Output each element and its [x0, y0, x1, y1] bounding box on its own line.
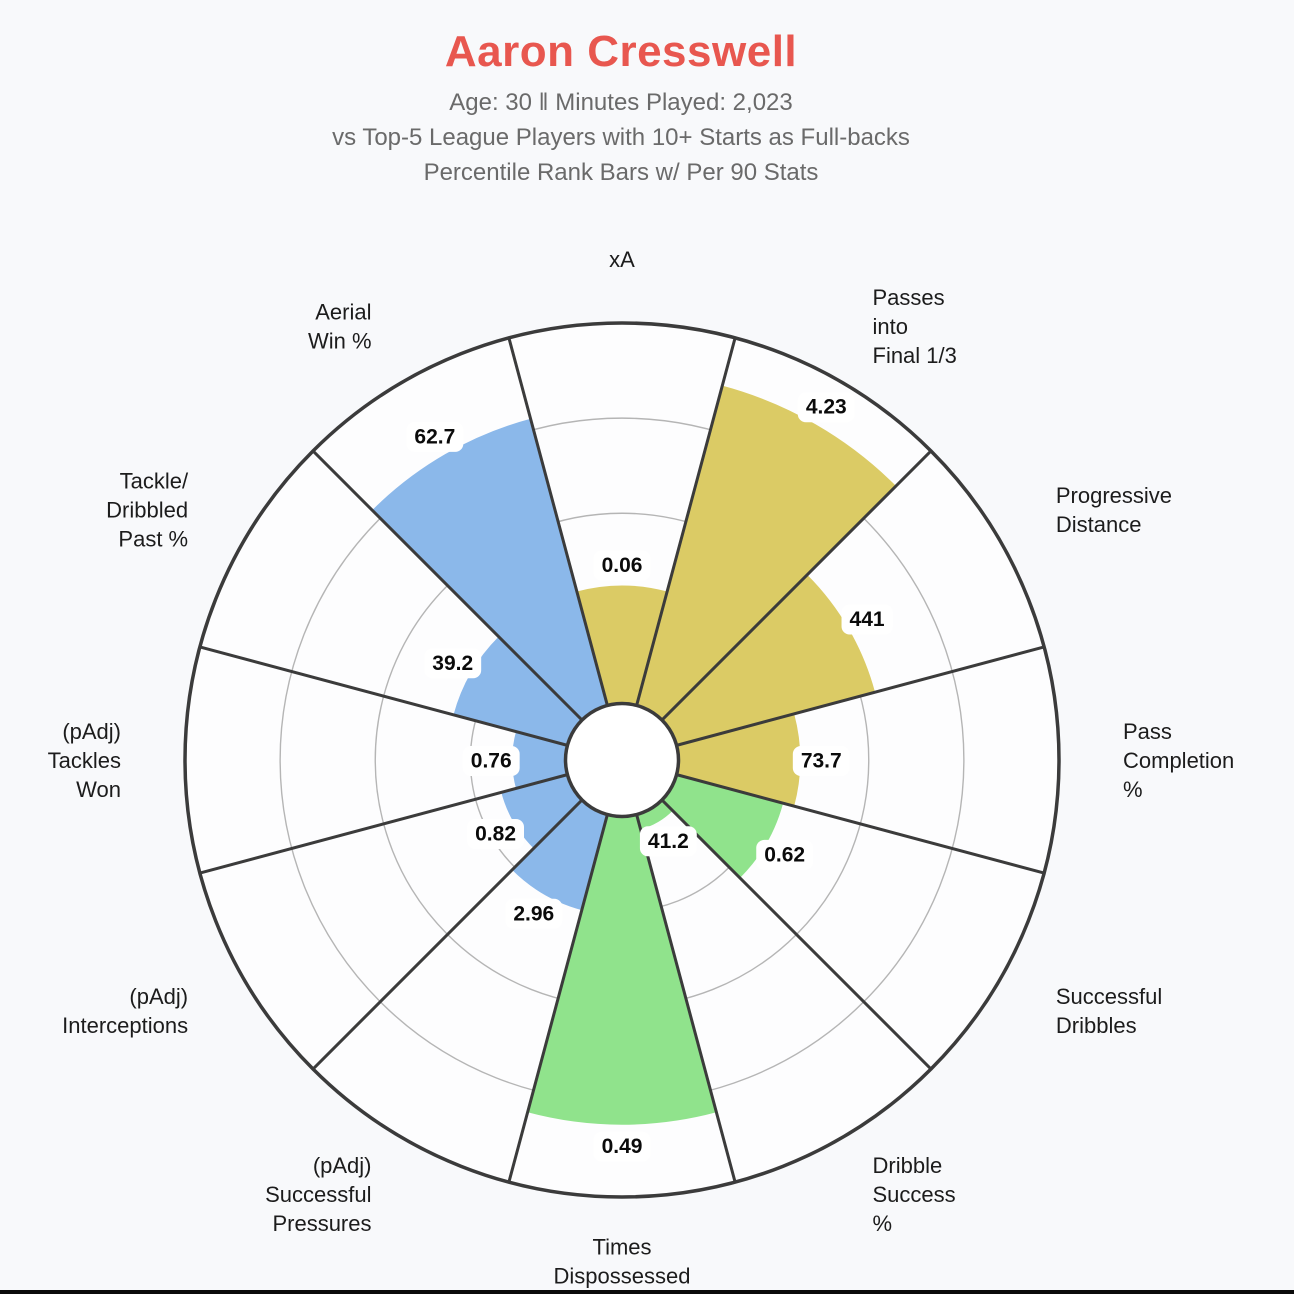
subtitle-comparison-group: vs Top-5 League Players with 10+ Starts … — [332, 124, 910, 152]
value-label-aerial-win: 62.7 — [406, 421, 464, 452]
svg-text:41.2: 41.2 — [648, 830, 689, 853]
bar-pass-completion — [676, 713, 801, 807]
svg-text:62.7: 62.7 — [414, 425, 455, 448]
param-label-padj-successful-pressures: (pAdj) Successful Pressures — [265, 1153, 371, 1236]
svg-text:39.2: 39.2 — [432, 652, 473, 675]
param-label-times-dispossessed: Times Dispossessed — [554, 1235, 691, 1289]
chart-header: Aaron Cresswell Age: 30 ‖ Minutes Played… — [0, 27, 1242, 190]
param-label-xa: xA — [609, 247, 635, 272]
pizza-inner-circle — [563, 701, 681, 819]
svg-text:0.06: 0.06 — [602, 554, 643, 577]
bar-aerial-win — [372, 418, 608, 721]
slice-divider — [635, 337, 737, 706]
value-label-padj-tackles-won: 0.76 — [462, 746, 520, 776]
slice-divider — [199, 773, 568, 875]
value-label-padj-interceptions: 0.82 — [467, 818, 525, 849]
value-label-times-dispossessed: 0.49 — [593, 1131, 651, 1162]
slice-divider — [311, 798, 584, 1071]
value-label-dribble-success: 41.2 — [639, 826, 697, 857]
value-label-tackle-dribbled-past: 39.2 — [424, 648, 482, 679]
page-title: Aaron Cresswell — [444, 27, 798, 76]
value-label-xa: 0.06 — [593, 550, 651, 581]
bar-padj-successful-pressures — [512, 799, 608, 911]
param-label-tackle-dribbled-past: Tackle/Dribbled Past % — [106, 469, 189, 552]
param-label-passes-into-final-1-3: Passes into Final 1/3 — [873, 285, 957, 368]
svg-text:2.96: 2.96 — [513, 902, 554, 925]
svg-text:4.23: 4.23 — [806, 396, 847, 419]
bar-times-dispossessed — [527, 814, 717, 1125]
param-label-dribble-success: Dribble Success% — [873, 1153, 956, 1236]
svg-text:0.62: 0.62 — [764, 843, 805, 866]
value-label-passes-into-final-1-3: 4.23 — [797, 392, 855, 423]
param-label-progressive-distance: Progressive Distance — [1056, 483, 1172, 537]
bottom-edge-bar — [0, 1290, 1294, 1294]
value-label-padj-successful-pressures: 2.96 — [505, 898, 563, 929]
svg-text:73.7: 73.7 — [801, 750, 842, 773]
slice-divider — [507, 337, 609, 706]
param-label-pass-completion: Pass Completion% — [1123, 719, 1234, 802]
svg-text:0.49: 0.49 — [602, 1135, 643, 1158]
slice-divider — [635, 814, 737, 1183]
bar-passes-into-final-1-3 — [636, 385, 897, 721]
slice-divider — [676, 645, 1045, 747]
bar-progressive-distance — [661, 574, 876, 746]
value-label-pass-completion: 73.7 — [792, 746, 850, 776]
param-label-aerial-win: Aerial Win % — [308, 300, 372, 354]
svg-text:0.82: 0.82 — [475, 822, 516, 845]
svg-text:0.76: 0.76 — [471, 750, 512, 773]
param-label-padj-tackles-won: (pAdj) Tackles Won — [48, 719, 121, 802]
bar-padj-tackles-won — [512, 731, 568, 789]
value-label-successful-dribbles: 0.62 — [756, 839, 814, 870]
bar-tackle-dribbled-past — [453, 636, 583, 746]
subtitle-age-minutes: Age: 30 ‖ Minutes Played: 2,023 — [449, 89, 793, 117]
subtitle-chart-type: Percentile Rank Bars w/ Per 90 Stats — [423, 159, 819, 187]
slice-divider — [660, 798, 933, 1071]
bar-dribble-success — [636, 799, 673, 830]
slice-divider — [507, 814, 609, 1183]
param-label-successful-dribbles: Successful Dribbles — [1056, 984, 1162, 1038]
slice-divider — [676, 773, 1045, 875]
value-label-progressive-distance: 441 — [841, 604, 893, 635]
slice-divider — [660, 449, 933, 722]
param-label-padj-interceptions: (pAdj) Interceptions — [62, 984, 188, 1038]
bar-successful-dribbles — [661, 774, 784, 878]
slice-divider — [199, 645, 568, 747]
slice-divider — [311, 449, 584, 722]
svg-text:441: 441 — [850, 608, 885, 631]
